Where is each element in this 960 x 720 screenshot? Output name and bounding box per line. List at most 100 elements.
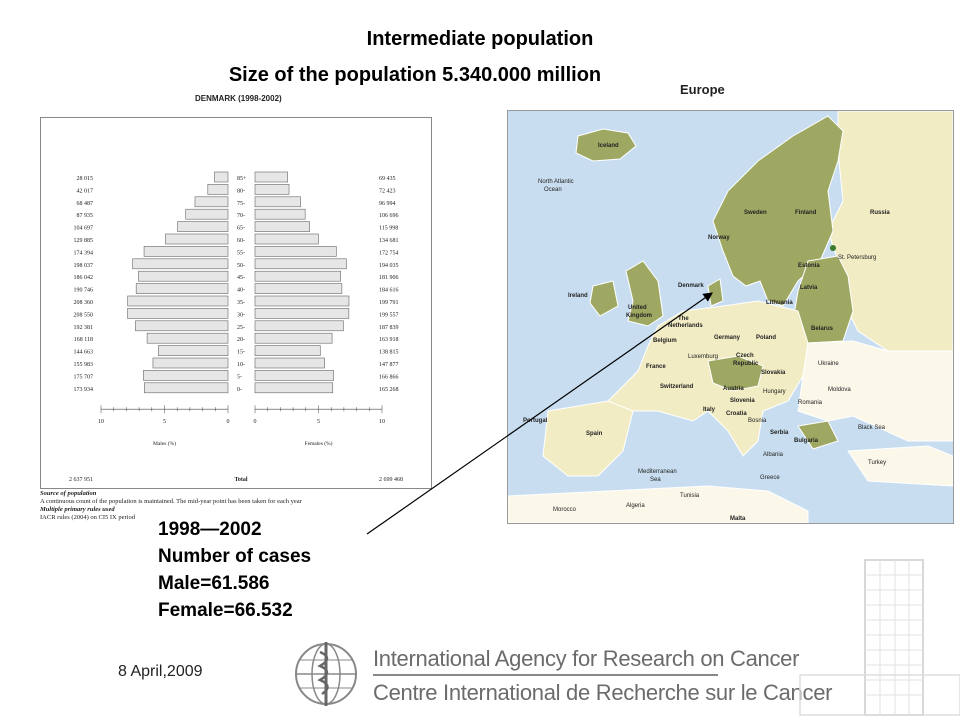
map-label-algeria: Algeria <box>626 503 645 509</box>
male-axis-tick-label: 0 <box>227 419 230 425</box>
male-count-label: 68 487 <box>77 201 94 207</box>
map-label-hungary: Hungary <box>763 389 786 395</box>
map-label-albania: Albania <box>763 452 784 458</box>
female-count-label: 199 557 <box>379 312 399 318</box>
female-count-label: 138 815 <box>379 350 399 356</box>
map-label-ocean2: Ocean <box>544 187 562 193</box>
map-label-estonia: Estonia <box>798 263 820 269</box>
male-axis-tick-label: 5 <box>163 419 166 425</box>
female-count-label: 165 268 <box>379 387 399 393</box>
male-bar <box>138 270 229 282</box>
age-group-label: 80- <box>237 188 245 194</box>
female-count-label: 134 681 <box>379 238 399 244</box>
female-bar <box>254 270 341 282</box>
age-group-label: 85+ <box>237 176 247 182</box>
org-name-fr: Centre International de Recherche sur le… <box>373 680 833 705</box>
female-count-label: 184 616 <box>379 288 399 294</box>
cases-block: 1998—2002 Number of cases Male=61.586 Fe… <box>158 516 311 624</box>
map-label-portugal: Portugal <box>523 418 548 424</box>
female-count-label: 199 791 <box>379 300 399 306</box>
map-label-sweden: Sweden <box>744 210 767 216</box>
iberia-shape <box>542 400 634 477</box>
male-count-label: 208 550 <box>74 312 94 318</box>
female-bar <box>254 196 301 208</box>
male-bar <box>127 308 229 319</box>
cases-label: Number of cases <box>158 546 312 567</box>
male-bar <box>194 196 229 208</box>
pyramid-title: DENMARK (1998-2002) <box>195 94 282 103</box>
map-label-ukraine: Ukraine <box>818 361 839 367</box>
map-label-croatia: Croatia <box>726 411 747 417</box>
europe-map-image: Iceland North Atlantic Ocean Norway Swed… <box>508 111 953 523</box>
female-count-label: 106 696 <box>379 213 399 219</box>
rules-heading: Multiple primary rules used <box>40 506 115 513</box>
population-pyramid-frame: 28 015 69 435 85+ 42 017 72 423 80- 68 487 96 9… <box>40 117 432 489</box>
female-count-label: 166 866 <box>379 374 399 380</box>
age-group-label: 10- <box>237 362 245 368</box>
slide-subtitle: Size of the population 5.340.000 million <box>228 64 602 86</box>
map-label-blacksea: Black Sea <box>858 425 886 431</box>
uk-shape <box>625 260 664 327</box>
map-label-belgium: Belgium <box>653 338 677 344</box>
female-bar <box>254 208 306 220</box>
map-label-italy: Italy <box>703 407 716 413</box>
map-label-poland: Poland <box>756 335 776 341</box>
male-total-label: 2 637 951 <box>69 477 93 483</box>
cases-female: Female=66.532 <box>158 600 293 621</box>
denmark-pointer-arrow <box>366 292 713 535</box>
male-count-label: 198 037 <box>74 263 94 269</box>
male-bar <box>152 357 229 369</box>
male-bar <box>158 345 229 356</box>
male-count-label: 174 394 <box>74 250 94 256</box>
female-bar <box>254 221 310 232</box>
map-label-moldova: Moldova <box>828 387 851 393</box>
map-label-denmark: Denmark <box>678 283 704 289</box>
female-bar <box>254 382 334 394</box>
age-group-label: 0- <box>237 387 242 393</box>
rules-text: IACR rules (2004) on CI5 IX period <box>40 514 135 521</box>
male-count-label: 186 042 <box>74 275 94 281</box>
female-count-label: 96 994 <box>379 201 396 207</box>
female-bar <box>254 233 319 245</box>
map-label-austria: Austria <box>723 386 744 392</box>
male-count-label: 129 885 <box>74 238 94 244</box>
male-count-label: 192 381 <box>74 325 94 331</box>
who-logo <box>295 642 357 706</box>
population-pyramid-chart: 28 015 69 435 85+ 42 017 72 423 80- 68 487 96 9… <box>69 171 403 483</box>
female-axis-tick-label: 5 <box>317 419 320 425</box>
org-name-en: International Agency for Research on Can… <box>373 646 800 671</box>
turkey-shape <box>847 445 953 487</box>
female-count-label: 181 906 <box>379 275 399 281</box>
age-group-label: 55- <box>237 250 245 256</box>
age-group-label: 50- <box>237 263 245 269</box>
map-label-latvia: Latvia <box>800 285 818 291</box>
age-group-label: 70- <box>237 213 245 219</box>
slide-title: Intermediate population <box>366 28 594 50</box>
map-label-romania: Romania <box>798 400 823 406</box>
male-bar <box>177 221 229 232</box>
map-label-serbia: Serbia <box>770 430 789 436</box>
age-group-label: 35- <box>237 300 245 306</box>
map-label-czech2: Republic <box>733 361 759 367</box>
map-label-finland: Finland <box>795 210 817 216</box>
map-label-iceland: Iceland <box>598 143 619 149</box>
male-bar <box>165 233 229 245</box>
age-group-label: 60- <box>237 238 245 244</box>
female-axis-tick-label: 0 <box>254 419 257 425</box>
female-count-label: 194 035 <box>379 263 399 269</box>
female-count-label: 115 998 <box>379 226 398 232</box>
pyramid-source-note: Source of population A continuous count … <box>40 490 302 522</box>
male-count-label: 42 017 <box>77 188 94 194</box>
male-bar <box>143 370 229 381</box>
bulgaria-shape <box>797 420 839 450</box>
female-count-label: 69 435 <box>379 176 396 182</box>
age-group-label: 75- <box>237 201 245 207</box>
org-divider <box>373 674 718 676</box>
male-count-label: 28 015 <box>77 176 94 182</box>
male-bar <box>207 184 229 195</box>
map-label-netherlands: The <box>678 316 689 322</box>
scandinavia-shape <box>712 115 844 307</box>
age-group-label: 30- <box>237 312 245 318</box>
female-bar <box>254 308 350 319</box>
map-label-malta: Malta <box>730 516 746 522</box>
